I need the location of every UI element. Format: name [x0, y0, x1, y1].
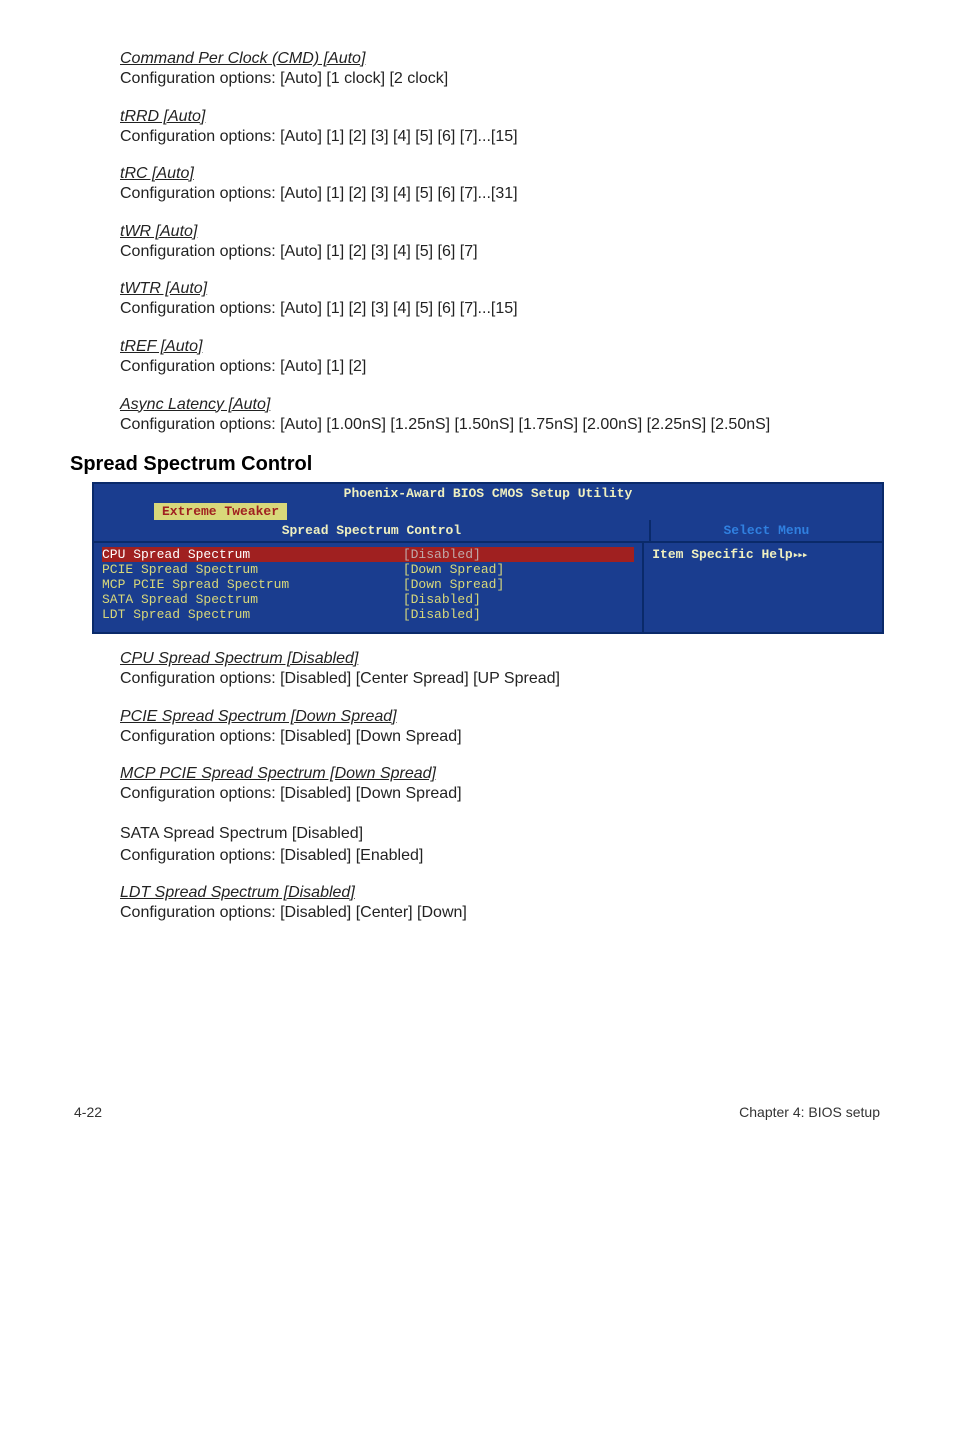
config-item-text: Configuration options: [Disabled] [Cente…	[120, 668, 884, 690]
config-item-title: CPU Spread Spectrum [Disabled]	[120, 650, 884, 668]
config-item: tRC [Auto]Configuration options: [Auto] …	[120, 165, 884, 205]
config-item-title: tREF [Auto]	[120, 338, 884, 356]
config-item: tRRD [Auto]Configuration options: [Auto]…	[120, 108, 884, 148]
config-item: CPU Spread Spectrum [Disabled]Configurat…	[120, 650, 884, 690]
bios-row: LDT Spread Spectrum[Disabled]	[102, 607, 634, 622]
bios-header-row: Spread Spectrum Control Select Menu	[94, 520, 882, 543]
section-heading: Spread Spectrum Control	[70, 453, 884, 476]
bios-body: CPU Spread Spectrum[Disabled]PCIE Spread…	[94, 543, 882, 632]
bios-row-val: [Down Spread]	[403, 577, 634, 592]
config-item-title: LDT Spread Spectrum [Disabled]	[120, 884, 884, 902]
bios-tab-row: Extreme Tweaker	[94, 503, 882, 520]
config-item: Async Latency [Auto]Configuration option…	[120, 396, 884, 436]
bios-row-key: LDT Spread Spectrum	[102, 607, 403, 622]
bios-row: SATA Spread Spectrum[Disabled]	[102, 592, 634, 607]
config-item: Command Per Clock (CMD) [Auto]Configurat…	[120, 50, 884, 90]
config-item: tREF [Auto]Configuration options: [Auto]…	[120, 338, 884, 378]
config-item-text: Configuration options: [Auto] [1.00nS] […	[120, 414, 884, 436]
bios-right-header: Select Menu	[651, 520, 882, 541]
config-item-text: Configuration options: [Disabled] [Enabl…	[120, 845, 884, 867]
upper-config-list: Command Per Clock (CMD) [Auto]Configurat…	[120, 50, 884, 435]
bios-row-key: SATA Spread Spectrum	[102, 592, 403, 607]
config-item-title: tWTR [Auto]	[120, 280, 884, 298]
lower-config-list: CPU Spread Spectrum [Disabled]Configurat…	[120, 650, 884, 924]
bios-screenshot: Phoenix-Award BIOS CMOS Setup Utility Ex…	[92, 482, 884, 634]
config-item-text: Configuration options: [Disabled] [Cente…	[120, 902, 884, 924]
config-item-text: Configuration options: [Auto] [1] [2] [3…	[120, 241, 884, 263]
bios-row-val: [Disabled]	[403, 607, 634, 622]
page-footer: 4-22 Chapter 4: BIOS setup	[70, 1104, 884, 1120]
config-item: tWR [Auto]Configuration options: [Auto] …	[120, 223, 884, 263]
bios-row-key: CPU Spread Spectrum	[102, 547, 403, 562]
config-item: PCIE Spread Spectrum [Down Spread]Config…	[120, 708, 884, 748]
config-item: LDT Spread Spectrum [Disabled]Configurat…	[120, 884, 884, 924]
config-item-text: Configuration options: [Auto] [1] [2] [3…	[120, 126, 884, 148]
bios-row-key: PCIE Spread Spectrum	[102, 562, 403, 577]
bios-row: PCIE Spread Spectrum[Down Spread]	[102, 562, 634, 577]
config-item-title: PCIE Spread Spectrum [Down Spread]	[120, 708, 884, 726]
bios-row-val: [Disabled]	[403, 547, 634, 562]
footer-chapter: Chapter 4: BIOS setup	[739, 1104, 880, 1120]
config-item-title: Async Latency [Auto]	[120, 396, 884, 414]
bios-title: Phoenix-Award BIOS CMOS Setup Utility	[94, 484, 882, 503]
config-item-text: Configuration options: [Disabled] [Down …	[120, 783, 884, 805]
config-item-title: SATA Spread Spectrum [Disabled]	[120, 823, 884, 845]
bios-tab: Extreme Tweaker	[154, 503, 287, 520]
config-item-title: Command Per Clock (CMD) [Auto]	[120, 50, 884, 68]
bios-left-header: Spread Spectrum Control	[94, 520, 651, 541]
bios-body-left: CPU Spread Spectrum[Disabled]PCIE Spread…	[94, 543, 644, 632]
bios-row-key: MCP PCIE Spread Spectrum	[102, 577, 403, 592]
config-item-title: MCP PCIE Spread Spectrum [Down Spread]	[120, 765, 884, 783]
config-item-title: tRC [Auto]	[120, 165, 884, 183]
config-item-title: tRRD [Auto]	[120, 108, 884, 126]
bios-row: MCP PCIE Spread Spectrum[Down Spread]	[102, 577, 634, 592]
bios-body-right: Item Specific Help	[644, 543, 882, 632]
config-item: SATA Spread Spectrum [Disabled]Configura…	[120, 823, 884, 866]
config-item: tWTR [Auto]Configuration options: [Auto]…	[120, 280, 884, 320]
config-item: MCP PCIE Spread Spectrum [Down Spread]Co…	[120, 765, 884, 805]
bios-help-label: Item Specific Help	[652, 547, 792, 562]
config-item-text: Configuration options: [Auto] [1] [2] [3…	[120, 298, 884, 320]
config-item-text: Configuration options: [Auto] [1 clock] …	[120, 68, 884, 90]
footer-page-number: 4-22	[74, 1104, 102, 1120]
bios-row: CPU Spread Spectrum[Disabled]	[102, 547, 634, 562]
config-item-text: Configuration options: [Auto] [1] [2] [3…	[120, 183, 884, 205]
bios-row-val: [Disabled]	[403, 592, 634, 607]
right-arrows-icon	[793, 547, 807, 562]
config-item-title: tWR [Auto]	[120, 223, 884, 241]
config-item-text: Configuration options: [Auto] [1] [2]	[120, 356, 884, 378]
bios-row-val: [Down Spread]	[403, 562, 634, 577]
config-item-text: Configuration options: [Disabled] [Down …	[120, 726, 884, 748]
